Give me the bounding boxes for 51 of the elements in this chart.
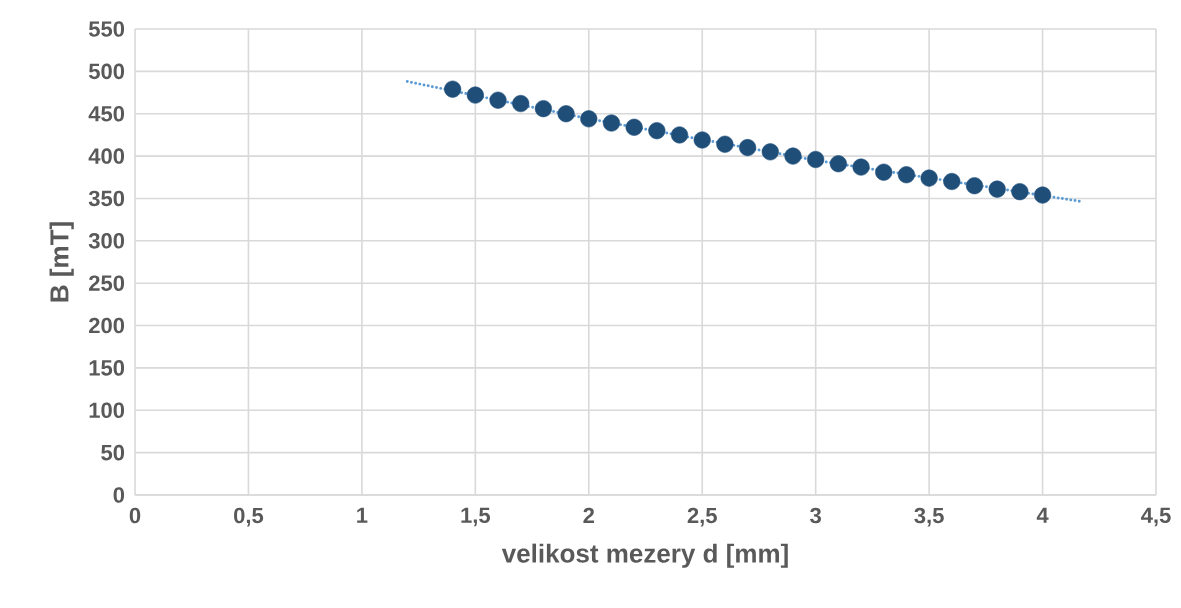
x-tick-label: 4,5 [1141,507,1171,527]
point [829,155,847,173]
y-tick-label: 550 [88,21,125,37]
point [489,91,507,109]
x-tick-label: 3,5 [914,507,944,527]
y-tick-label: 500 [88,63,125,80]
y-tick-label: 50 [101,444,125,461]
y-tick-label: 0 [113,487,125,503]
x-tick-label: 0 [129,507,141,524]
y-tick-label: 450 [88,105,125,122]
point [739,139,757,157]
point [965,177,984,195]
x-tick-label: 1 [357,507,368,523]
point [1034,186,1052,204]
point [580,110,598,128]
y-tick-label: 250 [89,275,125,291]
point [875,163,893,181]
y-tick-label: 150 [89,360,125,376]
x-tick-label: 2 [583,507,595,524]
point [648,122,666,140]
y-tick-label: 350 [88,190,125,207]
y-tick-label: 400 [88,148,125,164]
point [761,143,779,161]
x-tick-label: 0,5 [234,507,264,527]
x-tick-label: 1,5 [461,507,491,527]
point [943,172,961,191]
x-axis-title: velikost mezery d [mm] [501,543,788,568]
y-tick-label: 100 [89,402,125,419]
x-tick-label: 2,5 [687,507,717,527]
point [534,100,552,118]
point [852,158,870,176]
point [920,169,938,187]
point [512,95,530,113]
point [557,105,575,123]
y-axis-title: B [mT] [49,222,74,302]
point [988,180,1006,198]
x-tick-label: 4 [1036,507,1049,523]
point [1011,183,1029,201]
point [602,114,621,132]
point [784,147,802,165]
y-tick-label: 300 [88,233,125,249]
point [807,150,825,169]
point [897,166,915,184]
x-tick-label: 3 [810,507,821,524]
point [671,126,689,144]
point [625,118,643,136]
point [466,86,484,104]
point [716,135,734,153]
point [444,80,462,98]
point [693,131,711,149]
y-tick-label: 200 [89,317,125,334]
